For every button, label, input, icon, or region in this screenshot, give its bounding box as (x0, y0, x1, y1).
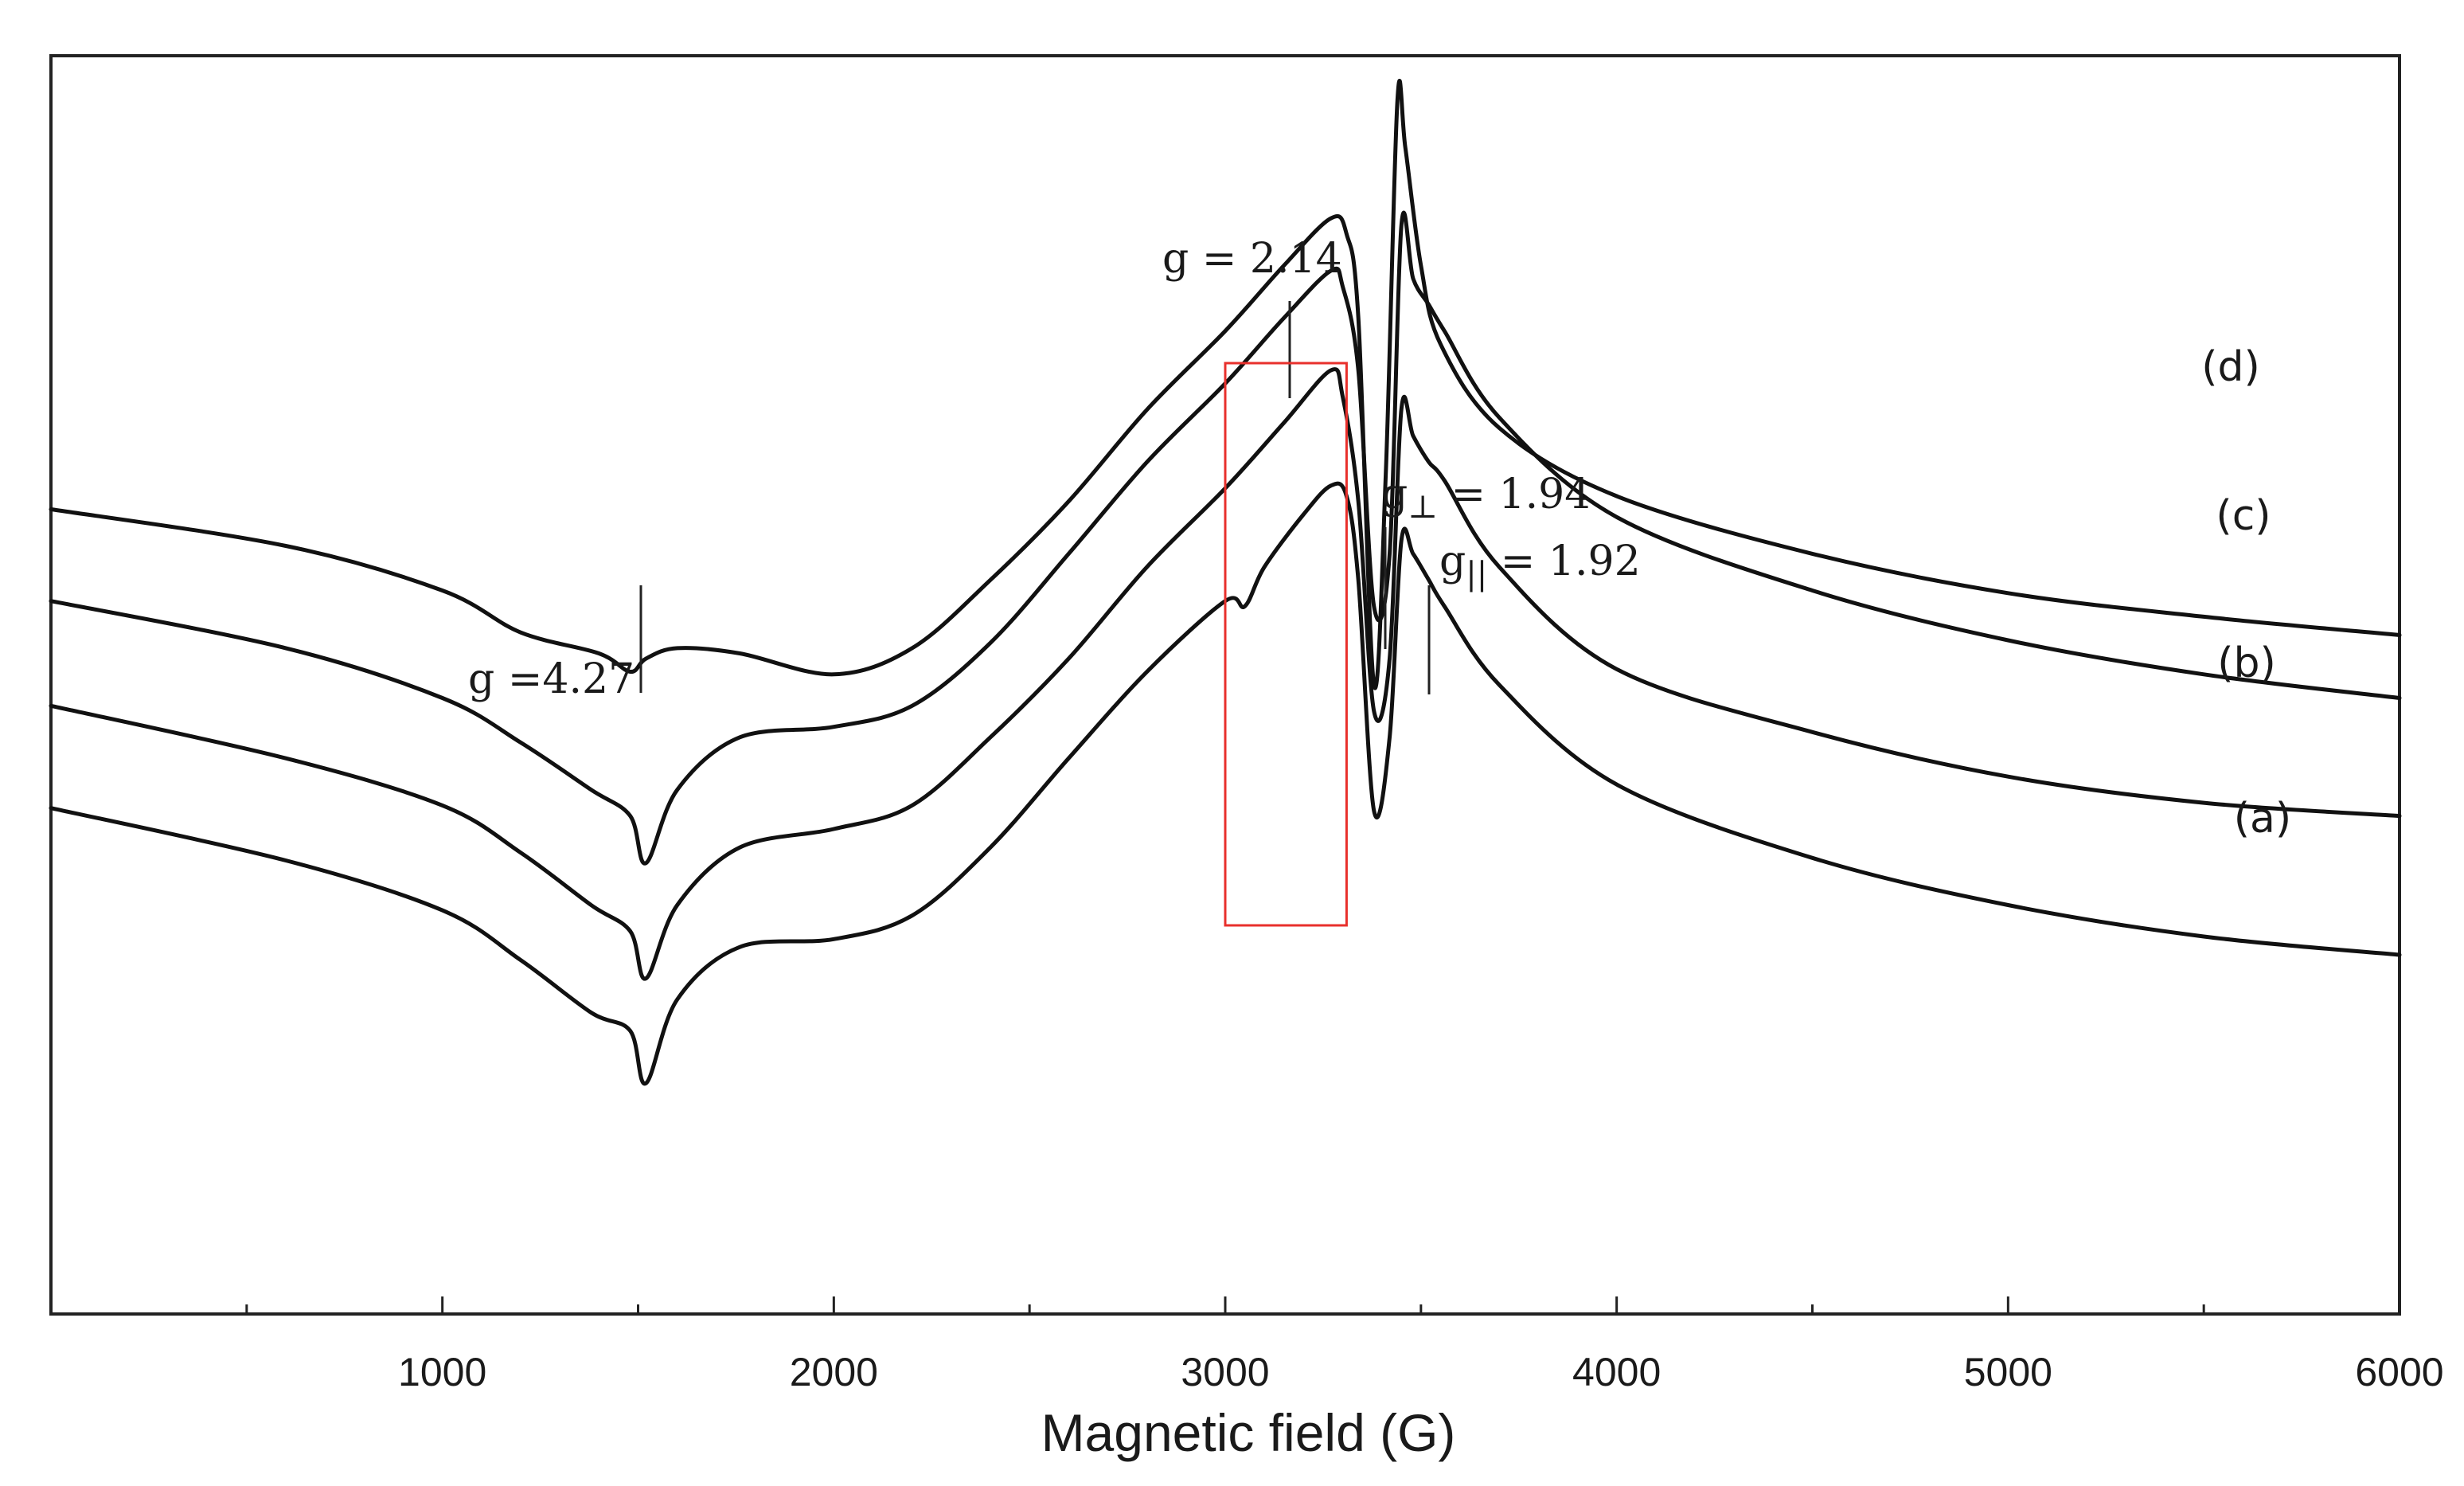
x-tick-label-3000: 3000 (1181, 1350, 1269, 1394)
x-tick-label-6000: 6000 (2355, 1350, 2443, 1394)
highlight-box (1224, 362, 1348, 927)
x-axis-title: Magnetic field (G) (1041, 1403, 1456, 1462)
annotation-label-4: g|| = 1.92 (1439, 538, 1641, 592)
x-tick-label-4000: 4000 (1572, 1350, 1661, 1394)
x-tick-label-2000: 2000 (790, 1350, 878, 1394)
series-line-a (49, 78, 2402, 690)
series-line-b (49, 210, 2402, 866)
annotation-label-3: g⊥ = 1.94 (1381, 471, 1591, 526)
curve-labels: (a) (b) (c) (d) (2201, 343, 2291, 843)
curve-label-d: (d) (2201, 343, 2260, 391)
series-group (49, 78, 2402, 1085)
series-line-c (49, 367, 2402, 981)
annotation-group: g =4.27 g = 2.14 g⊥ = 1.94 g|| = 1.92 (468, 235, 1641, 703)
x-tick-label-1000: 1000 (398, 1350, 486, 1394)
series-line-d (49, 481, 2402, 1085)
annotation-label-2: g = 2.14 (1162, 235, 1342, 283)
x-tick-label-5000: 5000 (1964, 1350, 2052, 1394)
curve-label-b: (b) (2217, 639, 2276, 687)
x-ticks (49, 1296, 2401, 1314)
x-tick-labels: 1000 2000 3000 4000 5000 6000 (398, 1350, 2444, 1394)
annotation-label-1: g =4.27 (468, 655, 635, 703)
curve-label-a: (a) (2234, 795, 2291, 843)
curve-label-c: (c) (2216, 492, 2271, 540)
